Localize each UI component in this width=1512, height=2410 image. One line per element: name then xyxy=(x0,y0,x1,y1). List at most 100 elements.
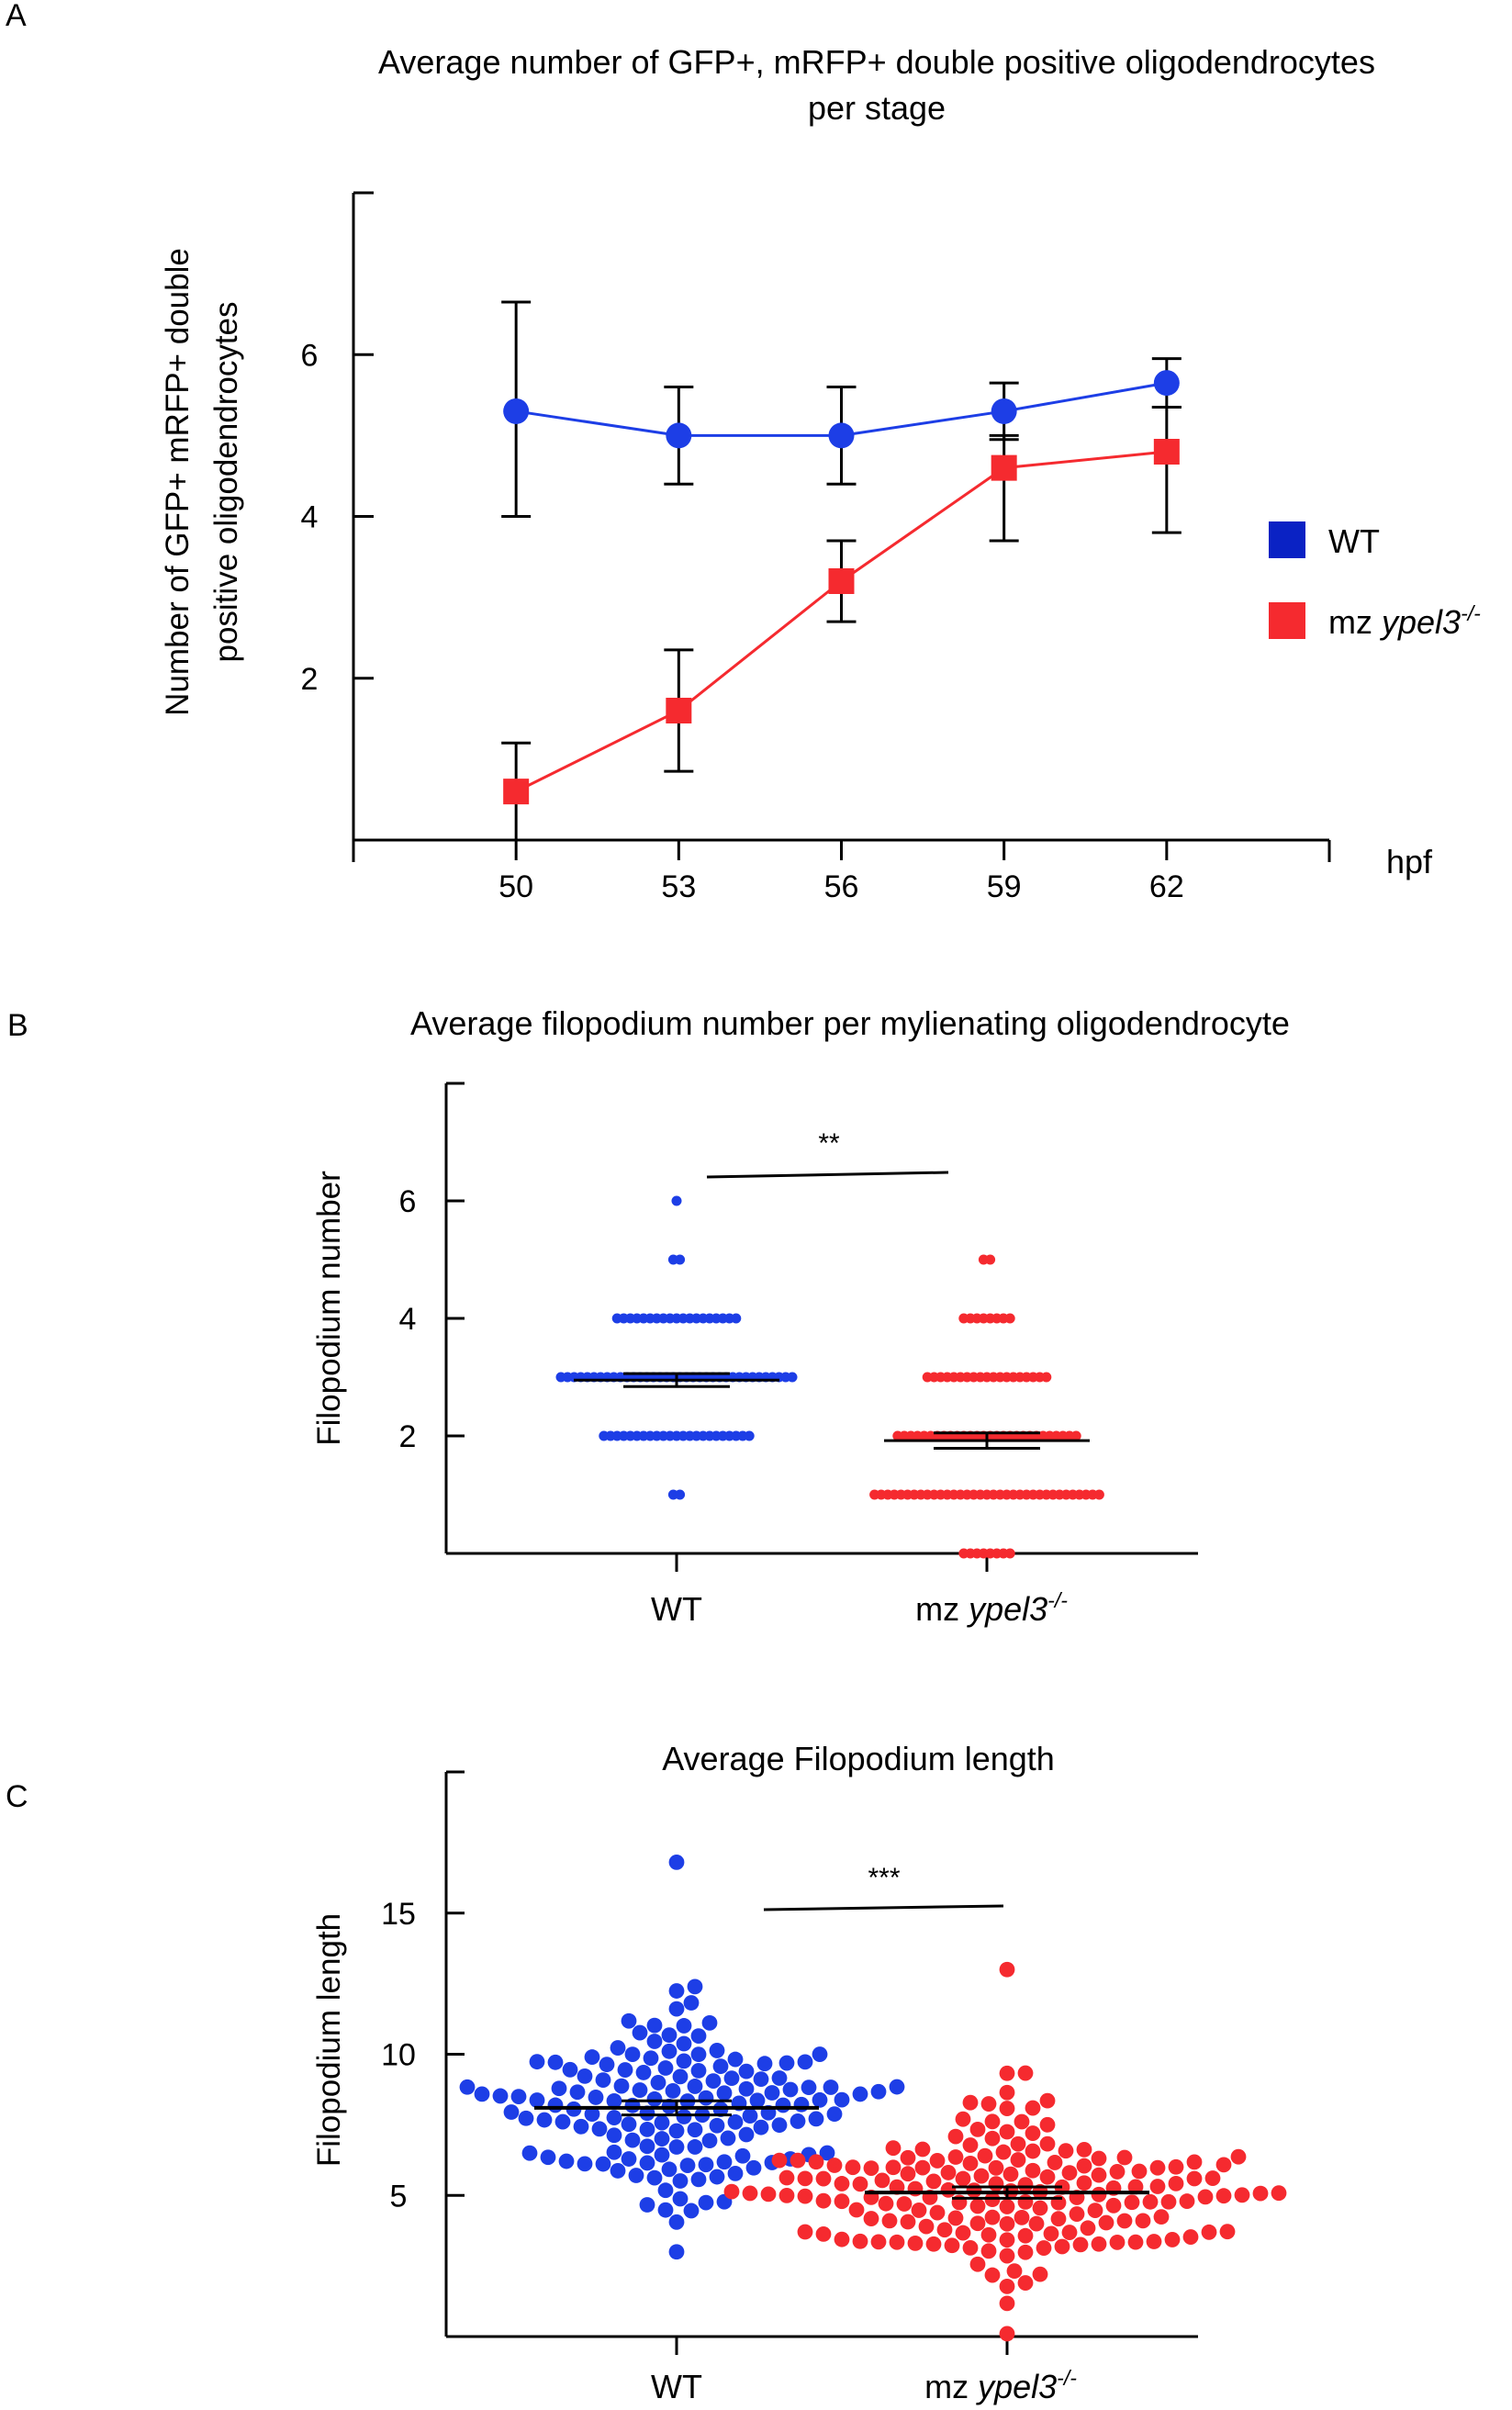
wt-dot xyxy=(577,2068,593,2084)
mz-dot xyxy=(966,2182,982,2199)
wt-dot xyxy=(738,2063,755,2079)
panel-a-xunit: hpf xyxy=(1386,843,1433,880)
panel-c-dots xyxy=(459,1855,1287,2342)
mz-dot xyxy=(1039,2092,1056,2109)
panel-c-axes: 5 10 15 xyxy=(381,1770,1198,2355)
mz-dot xyxy=(771,2152,788,2169)
wt-dot xyxy=(521,2145,538,2161)
panel-a-markers xyxy=(503,370,1180,805)
wt-dot xyxy=(654,2131,670,2147)
panel-b-significance: ** xyxy=(818,1128,840,1159)
wt-dot xyxy=(690,2046,707,2063)
mz-dot xyxy=(999,2215,1015,2232)
wt-dot xyxy=(646,2169,663,2186)
mz-dot xyxy=(995,2144,1012,2160)
mz-dot xyxy=(1028,2215,1045,2232)
wt-dot xyxy=(701,2133,718,2149)
wt-dot xyxy=(646,2091,663,2107)
mz-dot xyxy=(955,2170,971,2187)
mz-dot xyxy=(985,1254,996,1265)
mz-dot xyxy=(984,2267,1001,2283)
wt-dot xyxy=(701,2014,718,2031)
wt-dot xyxy=(639,2138,655,2155)
mz-dot xyxy=(885,2159,902,2176)
wt-dot xyxy=(676,2035,692,2052)
panel-c-y-tick-label: 10 xyxy=(381,2038,416,2073)
wt-dot xyxy=(723,2070,740,2087)
mz-dot xyxy=(845,2159,861,2176)
wt-dot xyxy=(584,2049,600,2065)
wt-dot xyxy=(510,2089,527,2104)
panel-a-x-tick-label: 59 xyxy=(987,869,1022,904)
mz-dot xyxy=(778,2169,795,2186)
wt-dot xyxy=(756,2056,773,2072)
wt-dot xyxy=(826,2106,843,2123)
wt-dot xyxy=(639,2155,655,2171)
mz-dot xyxy=(1047,2155,1063,2170)
wt-dot xyxy=(492,2088,509,2104)
panel-c-cat-mz: mz ypel3-/- xyxy=(924,2366,1077,2405)
wt-dot xyxy=(569,2084,586,2101)
mz-dot xyxy=(1197,2189,1214,2205)
mz-dot xyxy=(980,2226,997,2243)
mz-dot xyxy=(863,2211,879,2226)
mz-dot xyxy=(1179,2193,1195,2209)
wt-dot xyxy=(738,2126,755,2143)
mz-dot xyxy=(1271,2185,1287,2202)
mz-dot xyxy=(1186,2170,1203,2187)
wt-dot xyxy=(661,2161,678,2178)
wt-dot xyxy=(624,2046,641,2063)
wt-dot xyxy=(744,1430,755,1441)
wt-dot xyxy=(731,1313,742,1324)
mz-dot xyxy=(984,2113,1001,2130)
wt-dot xyxy=(554,2113,571,2130)
wt-dot xyxy=(738,2080,755,2097)
mz-dot xyxy=(797,2224,813,2240)
mz-dot xyxy=(1234,2187,1250,2203)
mz-dot xyxy=(947,2210,964,2226)
mz-dot xyxy=(1168,2158,1184,2175)
legend-mz-prefix: mz xyxy=(1328,603,1382,641)
panel-a-y-tick-label: 2 xyxy=(301,662,319,697)
wt-dot xyxy=(573,2118,589,2135)
wt-dot xyxy=(676,2018,692,2034)
wt-dot xyxy=(819,2145,835,2161)
mz-dot xyxy=(1017,2194,1034,2210)
mz-dot xyxy=(1014,2113,1030,2130)
wt-dot xyxy=(687,1978,703,1995)
mz-dot xyxy=(1087,2203,1103,2219)
mz-dot xyxy=(1006,2263,1023,2280)
mz-dot xyxy=(1215,2188,1232,2204)
mz-dot xyxy=(760,2186,777,2203)
panel-c-cat-wt: WT xyxy=(651,2368,702,2405)
panel-b: B Average filopodium number per mylienat… xyxy=(7,1004,1290,1628)
mz-dot xyxy=(1032,2266,1048,2282)
wt-dot xyxy=(790,2113,806,2129)
wt-dot xyxy=(617,2062,633,2078)
legend-mz-gene: ypel3 xyxy=(1379,603,1461,641)
legend-mz-sup: -/- xyxy=(1461,601,1481,625)
wt-dot xyxy=(606,2092,622,2109)
wt-dot xyxy=(683,2203,700,2219)
wt-dot xyxy=(577,2156,593,2172)
panel-b-cat-mz-prefix: mz xyxy=(915,1590,969,1628)
panel-b-axes: 2 4 6 xyxy=(399,1082,1198,1572)
mz-dot xyxy=(1069,2206,1085,2222)
mz-dot xyxy=(1164,2232,1181,2247)
mz-dot xyxy=(1039,2169,1056,2185)
panel-a-legend: WT mz ypel3-/- xyxy=(1269,521,1481,641)
wt-dot xyxy=(690,2171,707,2188)
mz-dot xyxy=(962,2239,979,2256)
panel-b-cat-mz-sup: -/- xyxy=(1047,1588,1068,1612)
mz-dot xyxy=(1041,1372,1052,1383)
panel-a-x-tick-label: 56 xyxy=(824,869,859,904)
wt-dot xyxy=(727,2165,744,2181)
legend-mz-swatch xyxy=(1269,602,1305,639)
mz-point xyxy=(503,779,530,805)
mz-dot xyxy=(1010,2135,1026,2152)
mz-dot xyxy=(896,2196,913,2212)
panel-c-title: Average Filopodium length xyxy=(662,1740,1055,1777)
wt-dot xyxy=(672,2068,689,2085)
wt-dot xyxy=(812,2091,828,2108)
panel-a-axes: 2 4 6 50 53 56 59 62 xyxy=(301,191,1331,904)
